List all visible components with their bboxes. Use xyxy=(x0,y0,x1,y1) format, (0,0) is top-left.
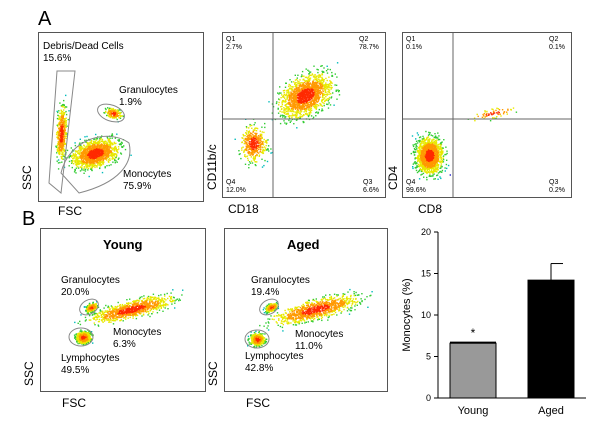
plot2-canvas xyxy=(223,33,385,197)
aged-xlabel: FSC xyxy=(246,396,270,410)
monocyte-gate xyxy=(60,135,131,194)
plot3-canvas xyxy=(403,33,571,197)
granulocytes-label: Granulocytes 1.9% xyxy=(119,85,178,108)
plot3-q3: Q3 0.2% xyxy=(549,179,565,194)
plot2-xlabel: CD18 xyxy=(228,202,259,216)
young-canvas xyxy=(68,289,184,347)
granulocyte-gate xyxy=(97,103,125,123)
x-tick-label-young: Young xyxy=(458,405,489,417)
significance-star: * xyxy=(471,326,476,340)
aged-lymphocytes: Lymphocytes 42.8% xyxy=(245,351,304,374)
y-tick-label: 20 xyxy=(421,227,431,237)
monocytes-bar-chart: 0 5 10 15 20 Monocytes (%) Young Aged * xyxy=(401,227,586,417)
y-tick-label: 10 xyxy=(421,310,431,320)
scatter-plot-cd18-cd11b: Q1 2.7% Q2 78.7% Q3 6.6% Q4 12.0% xyxy=(222,32,386,198)
aged-ylabel: SSC xyxy=(206,361,220,386)
bar-aged xyxy=(527,279,575,399)
aged-granulocytes: Granulocytes 19.4% xyxy=(251,275,310,298)
bar-young xyxy=(449,342,497,399)
y-tick-label: 0 xyxy=(426,393,431,403)
scatter-plot-cd8-cd4: Q1 0.1% Q2 0.1% Q3 0.2% Q4 99.6% xyxy=(402,32,572,198)
plot3-xlabel: CD8 xyxy=(418,202,443,216)
young-xlabel: FSC xyxy=(62,396,86,410)
plot2-q4: Q4 12.0% xyxy=(226,179,246,194)
scatter-plot-fsc-ssc: Debris/Dead Cells 15.6% Granulocytes 1.9% … xyxy=(38,32,204,202)
young-lymphocytes: Lymphocytes 49.5% xyxy=(61,353,120,376)
y-axis-label: Monocytes (%) xyxy=(401,278,413,351)
plot2-q2: Q2 78.7% xyxy=(359,36,379,51)
scatter-plot-aged: Aged Granulocytes 19.4% Monocytes 11.0% Ly… xyxy=(224,228,388,392)
plot2-ylabel: CD11b/c xyxy=(205,144,219,190)
y-tick-label: 5 xyxy=(426,352,431,362)
panel-a-label: A xyxy=(38,8,52,30)
aged-monocytes: Monocytes 11.0% xyxy=(295,329,344,352)
plot2-q3: Q3 6.6% xyxy=(363,179,379,194)
plot1-xlabel: FSC xyxy=(58,204,82,218)
aged-title: Aged xyxy=(287,237,320,252)
plot3-q1: Q1 0.1% xyxy=(406,36,422,51)
panel-b-label: B xyxy=(22,208,36,230)
plot1-canvas xyxy=(48,70,132,194)
plot3-q2: Q2 0.1% xyxy=(549,36,565,51)
plot2-q1: Q1 2.7% xyxy=(226,36,242,51)
plot3-q4: Q4 99.6% xyxy=(406,179,426,194)
aged-canvas xyxy=(244,288,373,349)
y-tick-label: 15 xyxy=(421,269,431,279)
plot1-ylabel: SSC xyxy=(20,165,34,190)
x-tick-label-aged: Aged xyxy=(538,405,564,417)
young-ylabel: SSC xyxy=(22,361,36,386)
plot3-ylabel: CD4 xyxy=(386,165,400,190)
young-granulocytes: Granulocytes 20.0% xyxy=(61,275,120,298)
scatter-plot-young: Young Granulocytes 20.0% Monocytes 6.3% Ly… xyxy=(40,228,206,392)
debris-gate xyxy=(48,70,76,194)
monocytes-label: Monocytes 75.9% xyxy=(123,169,172,192)
debris-label: Debris/Dead Cells 15.6% xyxy=(43,41,124,64)
young-monocytes: Monocytes 6.3% xyxy=(113,327,162,350)
young-title: Young xyxy=(103,237,143,252)
